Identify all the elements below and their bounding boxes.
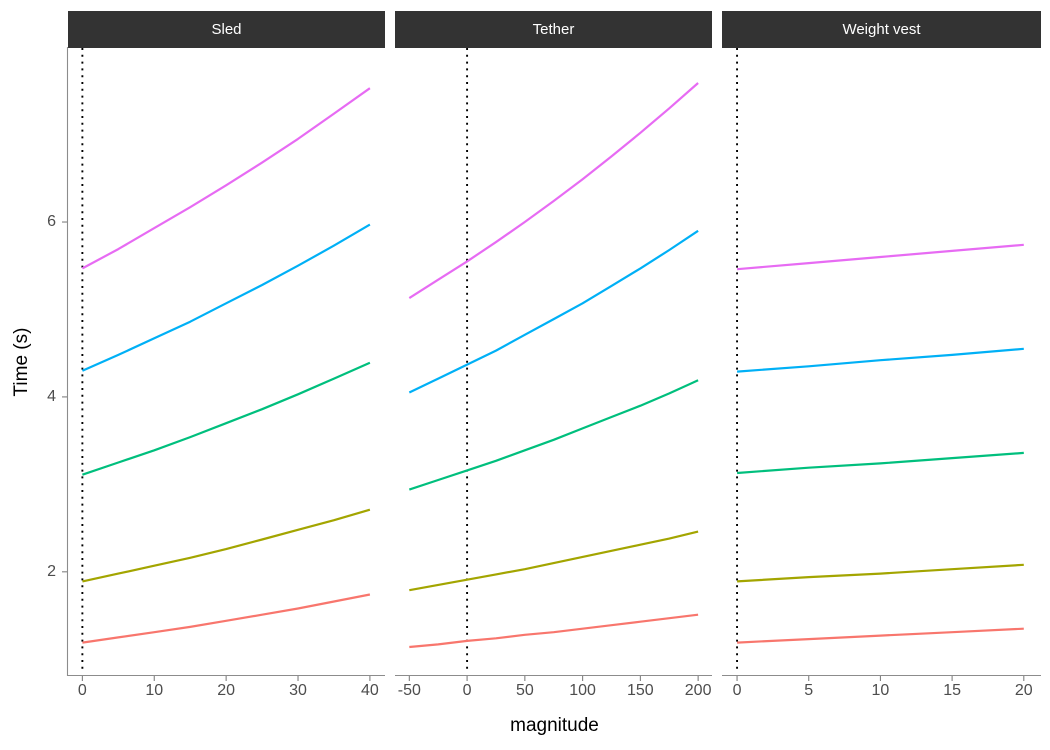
x-tick-label: 20 (1014, 682, 1033, 699)
x-tick-label: 10 (871, 682, 890, 699)
facet-strip-title: Weight vest (842, 21, 921, 38)
line-salmon (82, 593, 371, 644)
x-tick-label: 5 (804, 682, 814, 699)
y-axis-title: Time (s) (11, 327, 32, 396)
y-tick-label: 4 (47, 387, 56, 405)
line-green (82, 361, 371, 476)
line-green (408, 379, 699, 491)
y-tick-label: 6 (47, 213, 56, 231)
x-tick-label: 40 (360, 682, 379, 699)
x-tick-label: 100 (569, 682, 596, 699)
line-blue (81, 223, 371, 372)
x-axis-title: magnitude (510, 715, 599, 736)
x-tick-label: 30 (289, 682, 307, 699)
line-green (737, 451, 1024, 475)
x-tick-label: 0 (462, 682, 472, 699)
x-tick-label: 200 (684, 682, 712, 699)
x-tick-label: 0 (77, 682, 87, 699)
facet-strip (395, 11, 712, 48)
facet-strip-title: Tether (532, 21, 575, 38)
line-olive (409, 530, 699, 592)
line-blue (737, 347, 1024, 373)
line-blue (408, 229, 699, 394)
line-salmon (737, 627, 1024, 644)
x-tick-label: 15 (943, 682, 962, 699)
x-tick-label: -50 (397, 682, 421, 699)
line-salmon (409, 613, 699, 649)
x-tick-label: 50 (515, 682, 534, 699)
x-tick-label: 150 (627, 682, 654, 699)
facet-strip (68, 11, 385, 48)
x-tick-label: 20 (217, 682, 236, 699)
line-olive (737, 563, 1024, 583)
line-olive (82, 508, 371, 583)
x-tick-label: 0 (732, 682, 742, 699)
line-magenta (408, 82, 699, 300)
line-magenta (81, 87, 371, 270)
facet-strip (722, 11, 1041, 48)
x-tick-label: 10 (145, 682, 164, 699)
line-magenta (737, 243, 1024, 271)
facet-strip-title: Sled (211, 21, 242, 38)
y-tick-label: 2 (47, 562, 56, 580)
